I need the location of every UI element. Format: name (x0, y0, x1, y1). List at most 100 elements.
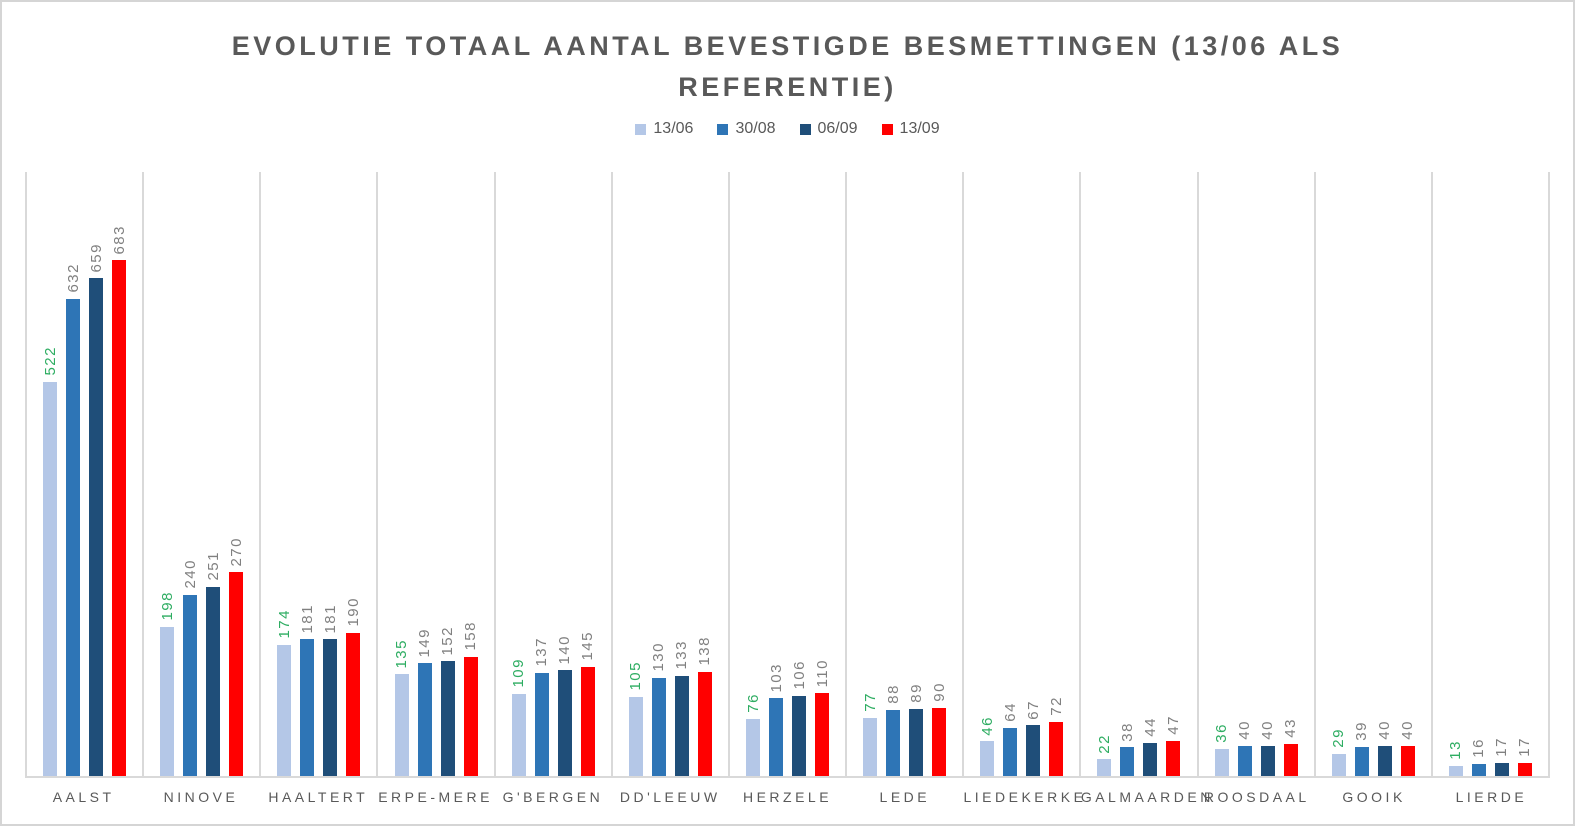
bar-unit: 152 (439, 172, 456, 776)
value-label: 103 (767, 662, 785, 693)
bar-30-08 (651, 677, 666, 776)
bar-unit: 38 (1119, 172, 1136, 776)
value-label: 88 (884, 683, 902, 704)
value-label: 17 (1493, 737, 1511, 758)
chart-legend: 13/06 30/08 06/09 13/09 (2, 120, 1573, 138)
bar-unit: 110 (813, 172, 831, 776)
axis-label-galmaarden: GALMAARDEN (1080, 789, 1214, 805)
legend-label: 30/08 (735, 120, 776, 137)
bar-13-09 (229, 572, 244, 776)
bar-unit: 145 (579, 172, 597, 776)
value-label: 13 (1447, 740, 1465, 761)
value-label: 22 (1095, 733, 1113, 754)
value-label: 135 (393, 638, 411, 669)
bar-13-06 (746, 718, 761, 776)
chart-title-line-2: REFERENTIE) (678, 71, 897, 102)
bar-unit: 39 (1353, 172, 1371, 776)
bar-unit: 140 (556, 172, 573, 776)
category-group-erpe-mere: 135 149 152 158 (376, 172, 493, 776)
bar-unit: 40 (1259, 172, 1276, 776)
bar-unit: 67 (1025, 172, 1042, 776)
bar-unit: 29 (1330, 172, 1348, 776)
bar-30-08 (300, 639, 315, 776)
value-label: 105 (627, 661, 645, 691)
bar-13-06 (160, 626, 175, 776)
bar-unit: 72 (1048, 172, 1065, 776)
value-label: 145 (579, 630, 597, 661)
bar-unit: 46 (978, 172, 996, 776)
bar-13-09 (932, 708, 947, 776)
value-label: 39 (1353, 720, 1371, 741)
bar-13-06 (511, 693, 526, 776)
bar-unit: 17 (1516, 172, 1533, 776)
bar-06-09 (206, 586, 221, 776)
axis-label-ninove: NINOVE (163, 789, 239, 805)
bar-unit: 105 (627, 172, 645, 776)
value-label: 158 (462, 621, 480, 651)
bar-13-06 (1331, 754, 1346, 776)
value-label: 89 (907, 683, 925, 703)
axis-label-gooik: GOOIK (1342, 789, 1406, 805)
value-label: 251 (204, 551, 222, 581)
value-label: 198 (158, 590, 176, 621)
value-label: 40 (1376, 720, 1394, 740)
bar-06-09 (674, 675, 689, 776)
value-label: 149 (416, 627, 434, 658)
bar-unit: 40 (1236, 172, 1253, 776)
bar-unit: 16 (1470, 172, 1487, 776)
bar-13-06 (277, 644, 292, 776)
value-label: 110 (813, 658, 831, 687)
legend-item-13-09: 13/09 (881, 120, 940, 138)
chart-title: EVOLUTIE TOTAAL AANTAL BEVESTIGDE BESMET… (2, 26, 1573, 107)
bar-unit: 683 (110, 172, 128, 776)
value-label: 659 (87, 242, 105, 273)
bar-13-09 (346, 632, 361, 776)
bar-06-09 (1494, 763, 1509, 776)
axis-label-g-bergen: G'BERGEN (502, 789, 604, 805)
value-label: 240 (181, 559, 199, 589)
value-label: 76 (744, 692, 762, 713)
axis-label-roosdaal: ROOSDAAL (1203, 789, 1310, 805)
bar-unit: 198 (158, 172, 176, 776)
category-group-roosdaal: 36 40 40 43 (1196, 172, 1314, 776)
legend-swatch-icon (881, 123, 893, 135)
axis-label-herzele: HERZELE (742, 789, 833, 805)
category-group-liedekerke: 46 64 67 72 (962, 172, 1079, 776)
bar-06-09 (909, 708, 924, 776)
value-label: 130 (650, 642, 668, 672)
value-label: 64 (1001, 702, 1019, 722)
bar-unit: 106 (790, 172, 808, 776)
bar-13-06 (628, 696, 643, 776)
bar-unit: 88 (884, 172, 902, 776)
value-label: 29 (1330, 728, 1348, 749)
bar-06-09 (1143, 742, 1158, 776)
bar-unit: 270 (228, 172, 245, 776)
axis-label-dd-leeuw: DD'LEEUW (619, 789, 721, 805)
axis-label-lede: LEDE (879, 789, 931, 805)
bar-06-09 (1377, 745, 1392, 776)
axis-label-aalst: AALST (52, 789, 115, 805)
bar-unit: 137 (533, 172, 550, 776)
value-label: 106 (790, 660, 808, 690)
value-label: 133 (673, 640, 691, 670)
chart-plot-area: 522 632 659 683 198 240 251 270 174 181 181 190 135 1… (25, 172, 1551, 805)
category-group-galmaarden: 22 38 44 47 (1079, 172, 1196, 776)
bar-unit: 174 (275, 172, 293, 776)
legend-item-13-06: 13/06 (635, 120, 693, 138)
bar-13-06 (1214, 748, 1229, 776)
bar-unit: 90 (931, 172, 948, 776)
bar-unit: 103 (767, 172, 785, 776)
bar-unit: 181 (322, 172, 339, 776)
value-label: 46 (978, 715, 996, 736)
bar-unit: 40 (1376, 172, 1394, 776)
value-label: 683 (110, 224, 128, 255)
category-group-gooik: 29 39 40 40 (1313, 172, 1431, 776)
bar-13-06 (1097, 759, 1112, 776)
bar-unit: 89 (907, 172, 925, 776)
legend-swatch-icon (717, 123, 729, 135)
value-label: 174 (275, 609, 293, 639)
value-label: 40 (1399, 720, 1417, 740)
category-group-dd-leeuw: 105 130 133 138 (610, 172, 728, 776)
bar-06-09 (792, 695, 807, 776)
value-label: 77 (861, 692, 879, 712)
